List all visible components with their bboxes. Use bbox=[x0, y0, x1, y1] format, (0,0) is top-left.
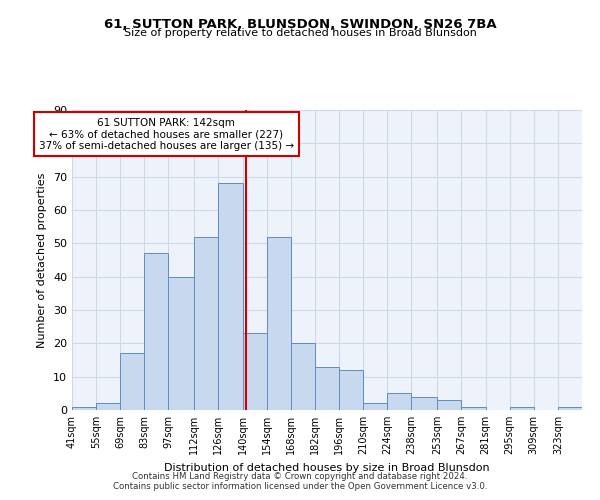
Bar bbox=[218, 184, 242, 410]
Text: 61 SUTTON PARK: 142sqm
← 63% of detached houses are smaller (227)
37% of semi-de: 61 SUTTON PARK: 142sqm ← 63% of detached… bbox=[39, 118, 294, 150]
Bar bbox=[72, 406, 96, 410]
Bar bbox=[388, 394, 412, 410]
Bar bbox=[266, 236, 291, 410]
Text: Size of property relative to detached houses in Broad Blunsdon: Size of property relative to detached ho… bbox=[124, 28, 476, 38]
Bar bbox=[437, 400, 461, 410]
Bar bbox=[120, 354, 145, 410]
Text: Contains HM Land Registry data © Crown copyright and database right 2024.: Contains HM Land Registry data © Crown c… bbox=[132, 472, 468, 481]
Text: Contains public sector information licensed under the Open Government Licence v3: Contains public sector information licen… bbox=[113, 482, 487, 491]
Bar bbox=[242, 334, 266, 410]
Bar bbox=[315, 366, 339, 410]
Text: 61, SUTTON PARK, BLUNSDON, SWINDON, SN26 7BA: 61, SUTTON PARK, BLUNSDON, SWINDON, SN26… bbox=[104, 18, 496, 30]
Bar bbox=[169, 276, 194, 410]
X-axis label: Distribution of detached houses by size in Broad Blunsdon: Distribution of detached houses by size … bbox=[164, 462, 490, 472]
Bar bbox=[558, 406, 582, 410]
Bar bbox=[291, 344, 315, 410]
Bar bbox=[145, 254, 169, 410]
Bar bbox=[194, 236, 218, 410]
Bar bbox=[412, 396, 437, 410]
Bar bbox=[461, 406, 485, 410]
Bar bbox=[96, 404, 120, 410]
Bar bbox=[363, 404, 388, 410]
Bar bbox=[339, 370, 363, 410]
Bar bbox=[509, 406, 534, 410]
Y-axis label: Number of detached properties: Number of detached properties bbox=[37, 172, 47, 348]
